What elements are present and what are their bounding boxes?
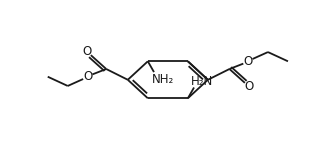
Text: O: O: [244, 80, 253, 93]
Text: O: O: [243, 55, 253, 68]
Text: H₂N: H₂N: [191, 75, 213, 88]
Text: O: O: [82, 45, 92, 58]
Text: O: O: [83, 70, 92, 83]
Text: NH₂: NH₂: [152, 73, 174, 85]
